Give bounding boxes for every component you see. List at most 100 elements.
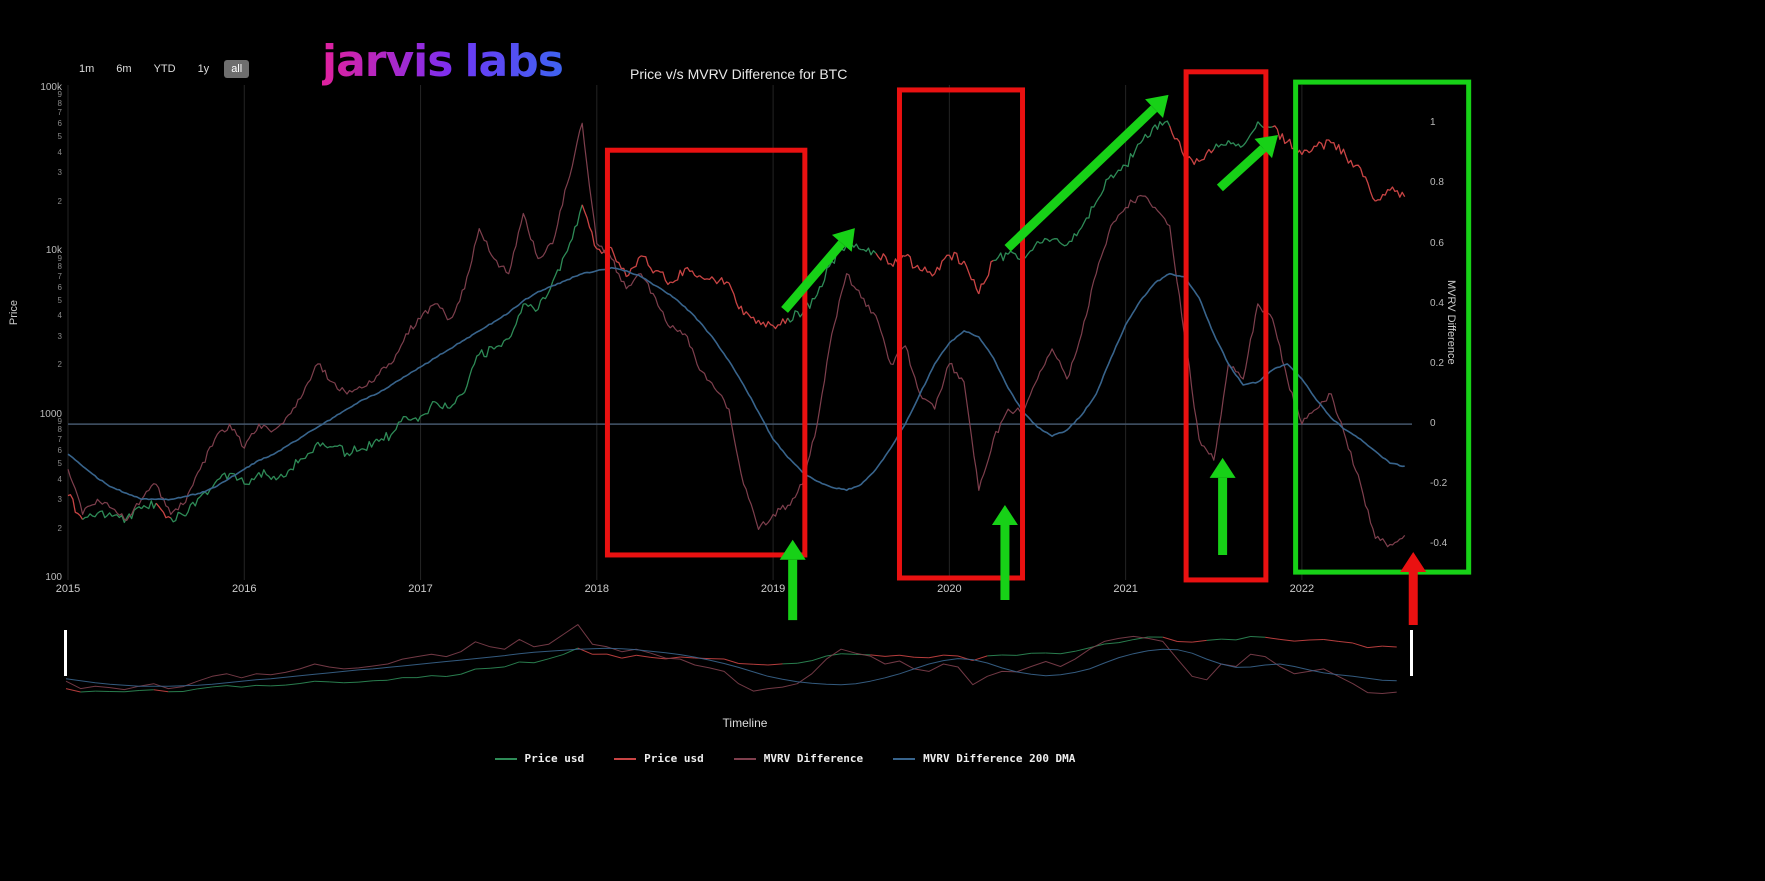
legend-item-mvrv-200dma[interactable]: MVRV Difference 200 DMA bbox=[893, 752, 1075, 765]
range-button-ytd[interactable]: YTD bbox=[147, 60, 183, 78]
navigator-price-segment[interactable] bbox=[1250, 636, 1266, 638]
navigator-price-segment[interactable] bbox=[153, 689, 169, 693]
navigator-price-segment[interactable] bbox=[475, 667, 491, 670]
navigator-price-segment[interactable] bbox=[65, 688, 81, 693]
navigator-price-segment[interactable] bbox=[1177, 640, 1193, 643]
navigator-price-segment[interactable] bbox=[1118, 639, 1134, 644]
navigator-price-segment[interactable] bbox=[80, 690, 96, 693]
navigator-price-segment[interactable] bbox=[490, 666, 505, 669]
navigator-price-segment[interactable] bbox=[256, 684, 271, 687]
navigator-price-segment[interactable] bbox=[504, 661, 520, 668]
navigator-price-segment[interactable] bbox=[1016, 652, 1032, 656]
navigator-price-segment[interactable] bbox=[680, 656, 695, 659]
navigator-price-segment[interactable] bbox=[753, 663, 768, 666]
navigator-price-segment[interactable] bbox=[548, 654, 564, 660]
navigator-price-segment[interactable] bbox=[1352, 642, 1368, 649]
navigator-price-segment[interactable] bbox=[446, 673, 461, 677]
navigator-price-segment[interactable] bbox=[1192, 639, 1207, 643]
navigator-price-segment[interactable] bbox=[416, 675, 432, 679]
legend-item-price-usd-red[interactable]: Price usd bbox=[614, 752, 704, 765]
navigator-price-segment[interactable] bbox=[431, 675, 447, 677]
navigator-price-segment[interactable] bbox=[270, 684, 286, 687]
legend-item-price-usd-green[interactable]: Price usd bbox=[494, 752, 584, 765]
navigator-price-segment[interactable] bbox=[124, 689, 140, 693]
navigator-price-segment[interactable] bbox=[343, 681, 359, 684]
navigator-price-segment[interactable] bbox=[987, 654, 1002, 657]
navigator-price-segment[interactable] bbox=[1045, 652, 1061, 655]
navigator-price-segment[interactable] bbox=[1367, 645, 1383, 649]
navigator-price-segment[interactable] bbox=[299, 680, 315, 685]
navigator-price-segment[interactable] bbox=[826, 653, 842, 657]
navigator-price-segment[interactable] bbox=[1060, 650, 1076, 655]
navigator-price-segment[interactable] bbox=[738, 662, 754, 665]
navigator-price-segment[interactable] bbox=[533, 658, 549, 664]
navigator-price-segment[interactable] bbox=[811, 655, 827, 662]
navigator-price-segment[interactable] bbox=[519, 661, 535, 664]
range-button-6m[interactable]: 6m bbox=[109, 60, 138, 78]
navigator-price-segment[interactable] bbox=[285, 683, 300, 686]
price-series-segment bbox=[993, 252, 1009, 262]
navigator-price-segment[interactable] bbox=[1294, 639, 1310, 642]
navigator-price-segment[interactable] bbox=[373, 679, 388, 682]
navigator-price-segment[interactable] bbox=[606, 653, 622, 659]
navigator-price-segment[interactable] bbox=[943, 654, 959, 657]
mvrv-series-line bbox=[67, 122, 1406, 548]
navigator-price-segment[interactable] bbox=[1382, 645, 1397, 648]
navigator-price-segment[interactable] bbox=[621, 654, 637, 659]
navigator-price-segment[interactable] bbox=[1104, 642, 1119, 645]
navigator-price-segment[interactable] bbox=[1206, 638, 1222, 641]
price-series-segment bbox=[1037, 237, 1053, 244]
navigator-price-segment[interactable] bbox=[899, 654, 915, 658]
navigator-price-segment[interactable] bbox=[914, 656, 929, 659]
price-axis-title: Price bbox=[8, 300, 20, 326]
navigator-price-segment[interactable] bbox=[241, 684, 257, 688]
navigator-price-segment[interactable] bbox=[1162, 636, 1178, 642]
range-selector: 1m 6m YTD 1y all bbox=[72, 60, 250, 78]
range-button-1m[interactable]: 1m bbox=[72, 60, 101, 78]
price-series-segment bbox=[361, 438, 378, 452]
navigator-price-segment[interactable] bbox=[314, 680, 330, 683]
navigator-price-segment[interactable] bbox=[884, 654, 900, 657]
navigator-price-segment[interactable] bbox=[636, 654, 651, 658]
navigator-price-segment[interactable] bbox=[841, 653, 856, 655]
navigator-price-segment[interactable] bbox=[1338, 640, 1353, 644]
price-series-segment bbox=[1110, 164, 1126, 179]
navigator-handle-right[interactable] bbox=[1410, 630, 1413, 676]
navigator-handle-left[interactable] bbox=[64, 630, 67, 676]
navigator-price-segment[interactable] bbox=[928, 654, 944, 659]
navigator-price-segment[interactable] bbox=[358, 680, 374, 683]
price-series-segment bbox=[699, 275, 715, 281]
navigator-price-segment[interactable] bbox=[460, 668, 476, 675]
navigator-price-segment[interactable] bbox=[870, 654, 886, 657]
navigator-price-segment[interactable] bbox=[1265, 636, 1280, 640]
navigator-price-segment[interactable] bbox=[1279, 638, 1295, 642]
navigator-price-segment[interactable] bbox=[1089, 643, 1105, 649]
navigator-price-segment[interactable] bbox=[782, 662, 798, 665]
price-series-segment bbox=[97, 510, 113, 519]
navigator-price-segment[interactable] bbox=[226, 685, 242, 688]
navigator-price-segment[interactable] bbox=[1323, 639, 1339, 642]
navigator-price-segment[interactable] bbox=[1308, 639, 1324, 641]
navigator-price-segment[interactable] bbox=[1074, 647, 1090, 652]
navigator-price-segment[interactable] bbox=[1133, 636, 1149, 641]
navigator-price-segment[interactable] bbox=[329, 681, 344, 684]
legend-item-mvrv-difference[interactable]: MVRV Difference bbox=[733, 752, 863, 765]
range-button-all[interactable]: all bbox=[224, 60, 250, 78]
navigator-price-segment[interactable] bbox=[767, 663, 783, 666]
navigator-price-segment[interactable] bbox=[1221, 638, 1237, 641]
navigator-price-segment[interactable] bbox=[723, 658, 739, 664]
navigator-price-segment[interactable] bbox=[387, 677, 403, 681]
navigator-price-segment[interactable] bbox=[1235, 636, 1251, 641]
range-button-1y[interactable]: 1y bbox=[191, 60, 217, 78]
green-box-2022 bbox=[1293, 79, 1472, 575]
navigator-price-segment[interactable] bbox=[650, 656, 666, 660]
navigator-price-segment[interactable] bbox=[182, 688, 198, 693]
navigator-price-segment[interactable] bbox=[139, 689, 154, 691]
navigator-price-segment[interactable] bbox=[212, 685, 227, 688]
navigator-price-segment[interactable] bbox=[197, 686, 213, 690]
navigator-price-segment[interactable] bbox=[797, 660, 812, 664]
legend-swatch-red bbox=[614, 757, 637, 760]
legend-label: Price usd bbox=[644, 752, 704, 765]
